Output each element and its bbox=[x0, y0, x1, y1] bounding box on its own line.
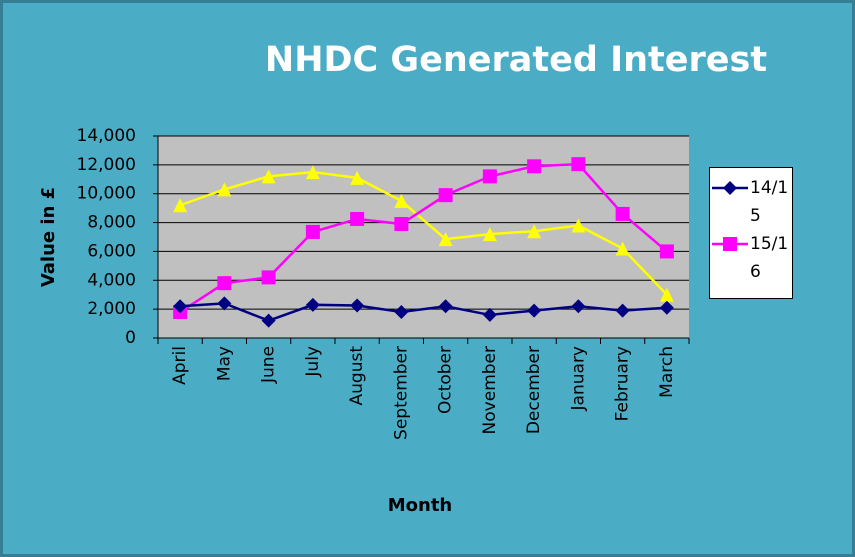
marker bbox=[350, 211, 365, 226]
marker bbox=[438, 188, 453, 203]
series-line bbox=[179, 170, 668, 296]
marker bbox=[527, 159, 542, 174]
marker bbox=[217, 296, 232, 311]
marker bbox=[615, 241, 630, 256]
x-tick-label: February bbox=[613, 346, 633, 421]
y-tick-label: 12,000 bbox=[77, 155, 136, 175]
marker bbox=[261, 313, 276, 328]
y-axis-label: Value in £ bbox=[38, 187, 59, 287]
marker bbox=[527, 303, 542, 318]
marker bbox=[217, 276, 232, 291]
x-tick-label: December bbox=[524, 346, 544, 434]
marker bbox=[305, 165, 320, 180]
marker bbox=[527, 224, 542, 239]
marker bbox=[261, 270, 276, 285]
marker bbox=[659, 300, 674, 315]
legend-label: 14/15 bbox=[750, 178, 789, 226]
legend: 14/15 15/16 bbox=[709, 167, 793, 299]
marker bbox=[615, 303, 630, 318]
marker bbox=[394, 305, 409, 320]
marker bbox=[350, 170, 365, 185]
marker bbox=[571, 299, 586, 314]
x-tick-label: March bbox=[657, 346, 677, 398]
chart-title: NHDC Generated Interest bbox=[265, 40, 767, 80]
x-tick-label: April bbox=[170, 346, 190, 385]
marker bbox=[350, 298, 365, 313]
marker bbox=[394, 193, 409, 208]
legend-label: 15/16 bbox=[750, 234, 789, 282]
marker bbox=[482, 307, 497, 322]
y-tick-label: 10,000 bbox=[77, 184, 136, 204]
x-tick-label: November bbox=[480, 346, 500, 434]
legend-item: 15/16 bbox=[710, 230, 792, 286]
x-tick-label: September bbox=[391, 346, 411, 440]
legend-item: 14/15 bbox=[710, 174, 792, 230]
y-tick-label: 8,000 bbox=[87, 213, 136, 233]
x-tick-label: June bbox=[259, 346, 279, 384]
marker bbox=[571, 157, 586, 172]
legend-swatch bbox=[712, 237, 748, 251]
y-tick-label: 14,000 bbox=[77, 126, 136, 146]
x-tick-label: October bbox=[436, 346, 456, 414]
y-tick-label: 6,000 bbox=[87, 241, 136, 261]
marker bbox=[723, 181, 737, 195]
marker bbox=[482, 227, 497, 242]
chart-svg: NHDC Generated Interest Month Value in £… bbox=[38, 40, 767, 516]
marker bbox=[659, 287, 674, 302]
legend-swatch bbox=[712, 181, 748, 195]
marker bbox=[438, 299, 453, 314]
marker bbox=[261, 169, 276, 184]
x-tick-label: May bbox=[214, 346, 234, 381]
marker bbox=[305, 224, 320, 239]
series-line bbox=[180, 302, 667, 323]
marker bbox=[723, 237, 737, 251]
marker bbox=[217, 182, 232, 197]
marker bbox=[173, 299, 188, 314]
series-line bbox=[179, 162, 668, 314]
x-tick-label: August bbox=[347, 346, 367, 406]
marker bbox=[394, 217, 409, 232]
y-tick-label: 4,000 bbox=[87, 270, 136, 290]
x-tick-label: January bbox=[568, 346, 588, 411]
marker bbox=[615, 206, 630, 221]
y-tick-label: 2,000 bbox=[87, 299, 136, 319]
x-tick-label: July bbox=[303, 346, 323, 378]
marker bbox=[173, 198, 188, 213]
marker bbox=[305, 297, 320, 312]
marker bbox=[438, 232, 453, 247]
x-axis-label: Month bbox=[388, 495, 453, 516]
marker bbox=[659, 244, 674, 259]
marker bbox=[482, 169, 497, 184]
marker bbox=[571, 218, 586, 233]
y-tick-label: 0 bbox=[125, 328, 136, 348]
